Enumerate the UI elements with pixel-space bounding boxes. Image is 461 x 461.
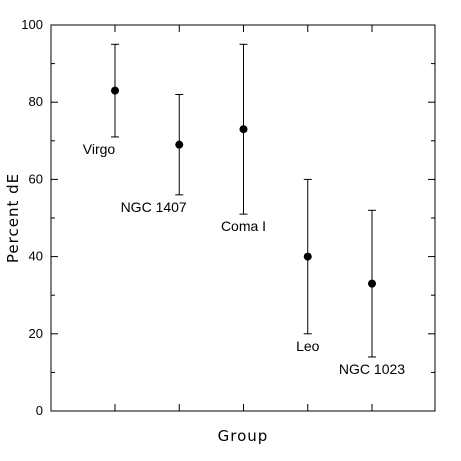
y-tick-label: 100: [21, 17, 43, 32]
data-point: [111, 86, 119, 95]
data-point: [239, 125, 248, 134]
data-point: [303, 252, 312, 261]
data-point: [175, 140, 184, 149]
point-label: NGC 1023: [339, 361, 405, 377]
x-axis-label: Group: [218, 427, 269, 445]
y-axis-label: Percent dE: [4, 173, 22, 263]
x-ticks: [114, 25, 373, 411]
point-label: Virgo: [83, 141, 116, 157]
y-tick-label: 40: [29, 249, 43, 264]
point-label: Coma I: [221, 218, 266, 234]
y-ticks: 0 20 40 60 80 100: [21, 17, 435, 418]
data-point: [368, 279, 376, 288]
data-points: Virgo NGC 1407 Coma I Leo NGC 1023: [83, 43, 405, 377]
point-label: Leo: [296, 338, 320, 354]
y-tick-label: 20: [29, 326, 43, 341]
y-tick-label: 60: [29, 171, 43, 186]
y-tick-label: 80: [29, 94, 43, 109]
y-tick-label: 0: [36, 403, 43, 418]
point-label: NGC 1407: [121, 199, 187, 215]
